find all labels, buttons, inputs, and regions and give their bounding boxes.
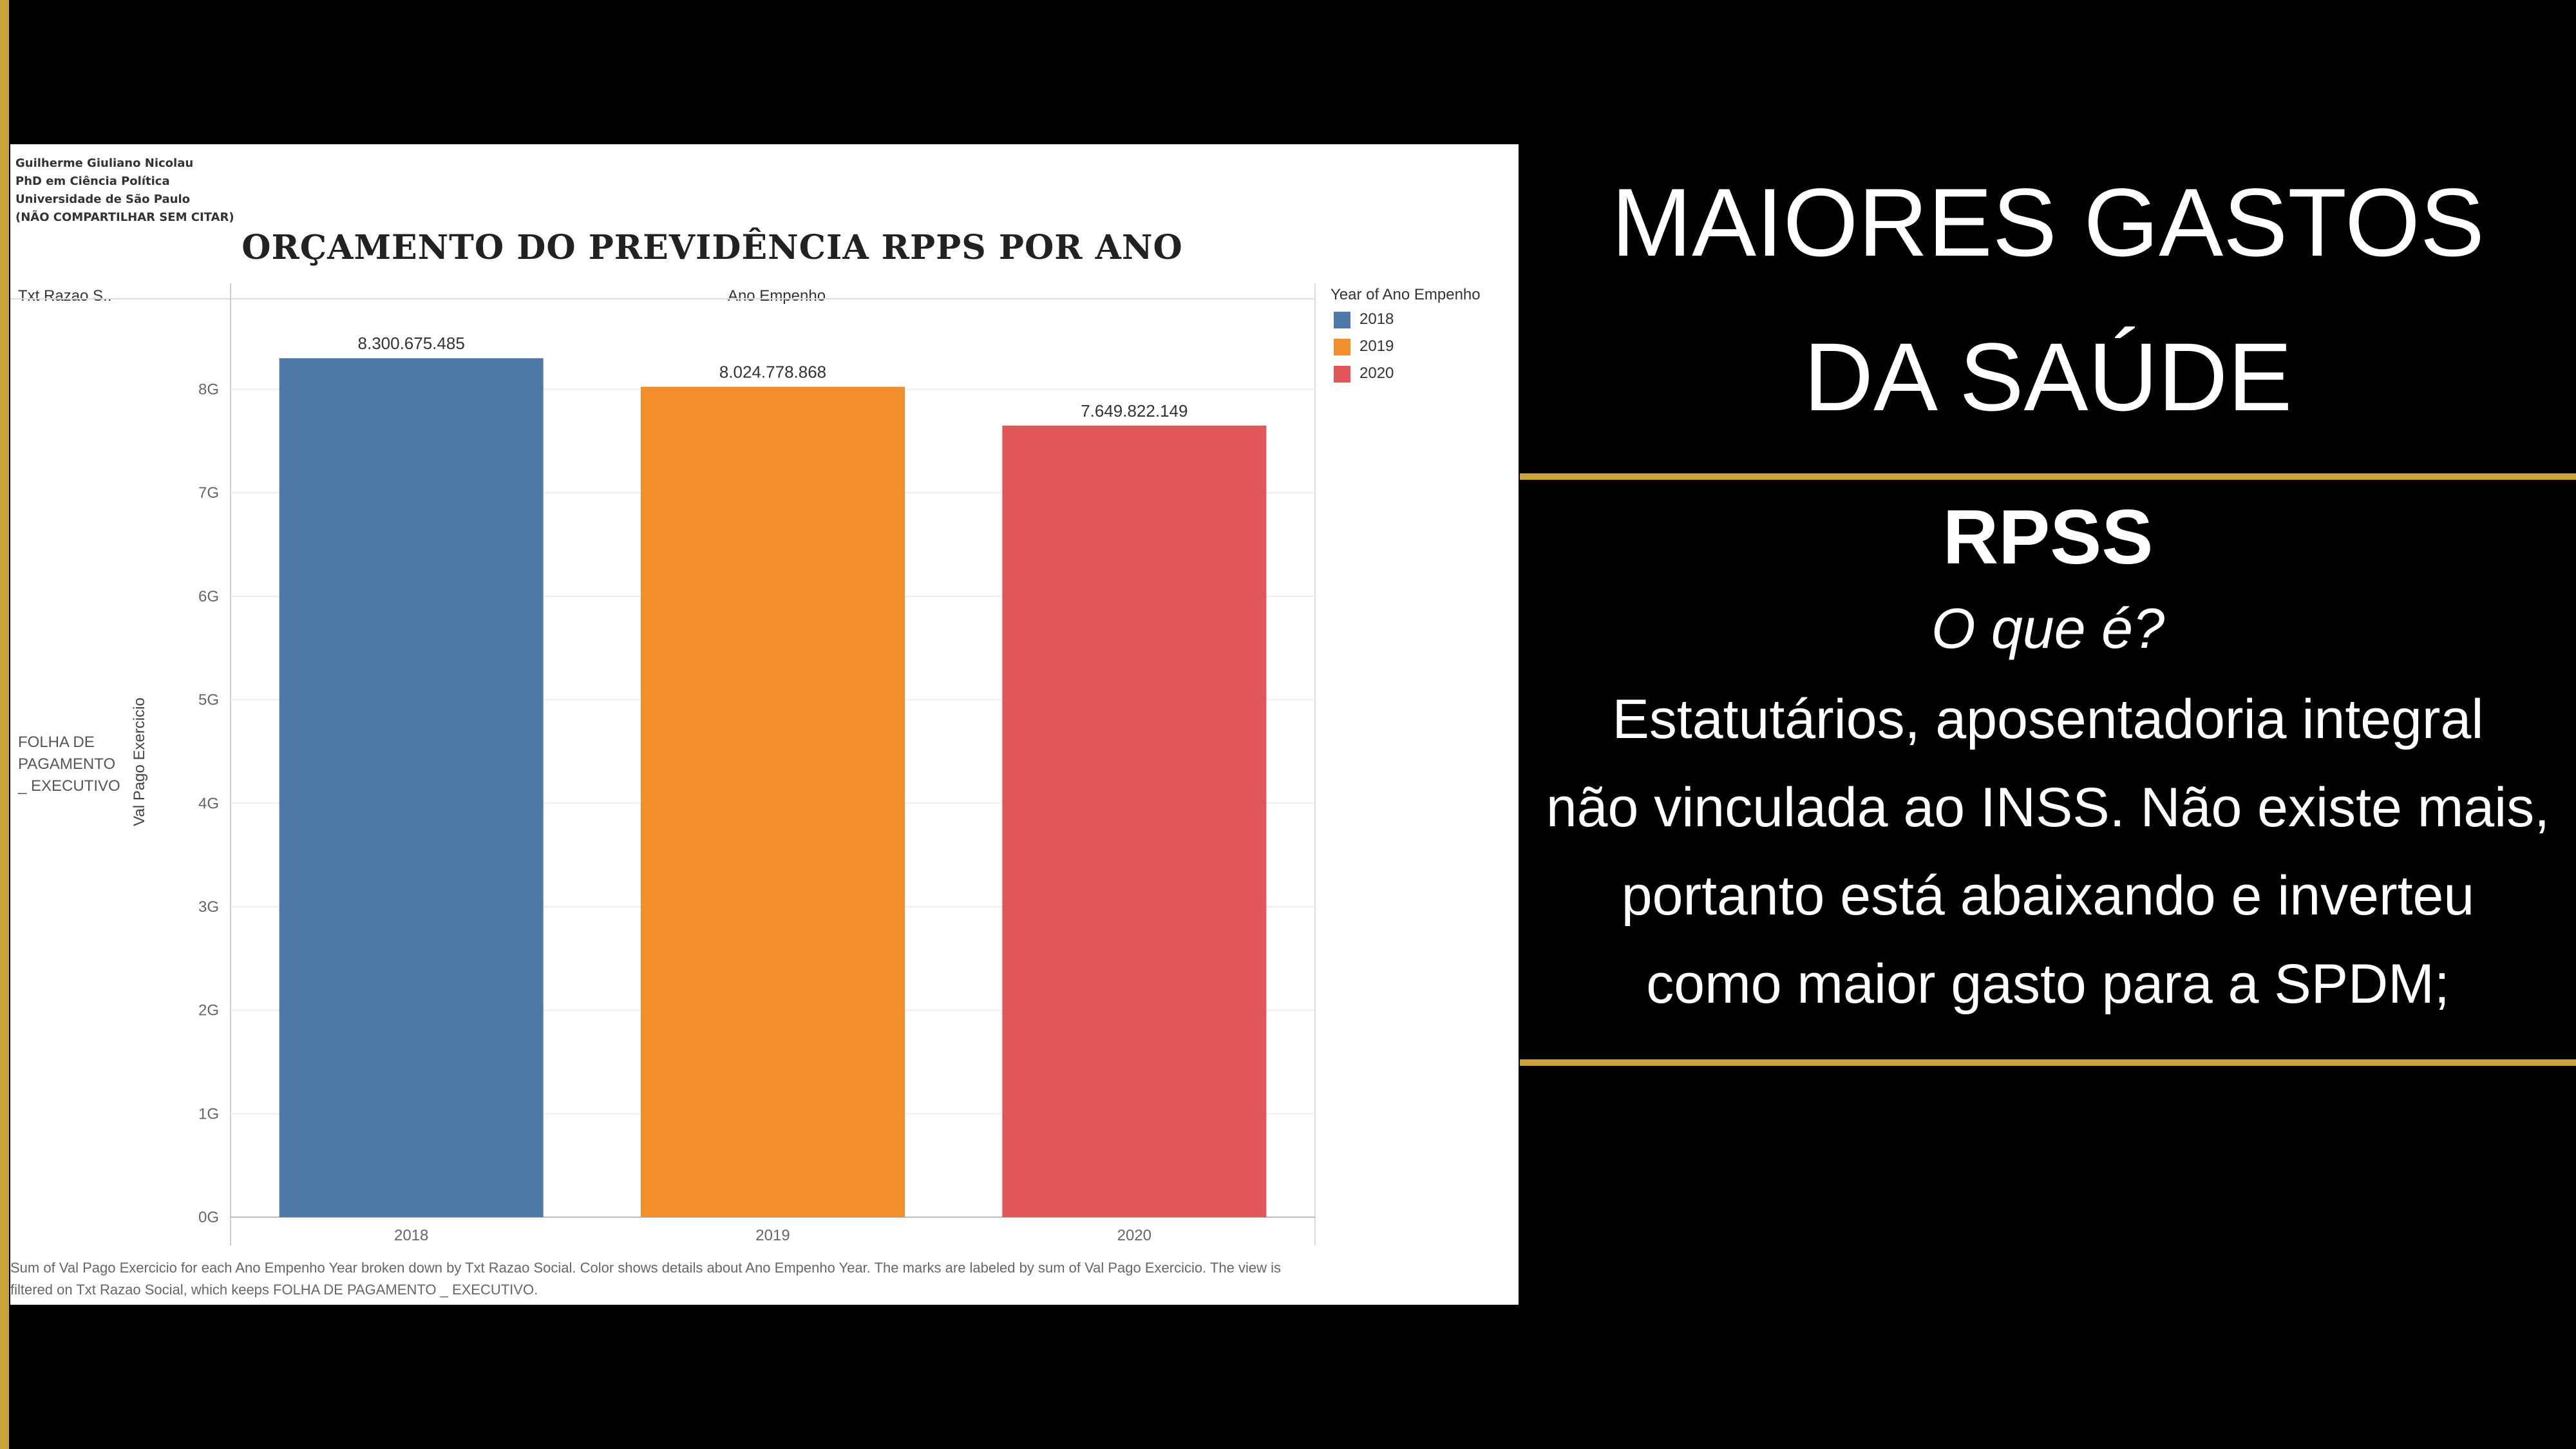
author-line: PhD em Ciência Política bbox=[15, 175, 170, 188]
y-tick-label: 7G bbox=[198, 484, 219, 502]
column-header: Txt Razao S.. bbox=[18, 287, 112, 305]
y-tick-label: 0G bbox=[198, 1209, 219, 1226]
data-label: 8.300.675.485 bbox=[358, 334, 465, 353]
row-label: FOLHA DE PAGAMENTO _ EXECUTIVO bbox=[18, 734, 120, 795]
bar-chart: 0G 1G 2G 3G 4G 5G 6G 7G 8G Val Pago Exercicio 8.30… bbox=[10, 283, 1316, 1245]
y-axis-title: Val Pago Exercicio bbox=[131, 697, 148, 826]
author-line: Universidade de São Paulo bbox=[15, 193, 191, 206]
legend-item-2019[interactable]: 2019 bbox=[1334, 337, 1394, 355]
bar-2019 bbox=[641, 386, 905, 1217]
section-heading: RPSS bbox=[1942, 494, 2154, 580]
description-line: como maior gasto para a SPDM; bbox=[1646, 953, 2450, 1015]
gold-accent-bar bbox=[0, 0, 9, 1449]
y-tick-label: 2G bbox=[198, 1002, 219, 1019]
bar-2018 bbox=[279, 358, 544, 1217]
data-label: 7.649.822.149 bbox=[1081, 401, 1188, 421]
author-line: (NÃO COMPARTILHAR SEM CITAR) bbox=[15, 211, 234, 224]
y-tick-label: 3G bbox=[198, 898, 219, 916]
x-tick-label: 2019 bbox=[755, 1227, 790, 1244]
legend-swatch bbox=[1334, 365, 1350, 383]
legend-swatch bbox=[1334, 311, 1350, 328]
bar-2020 bbox=[1002, 425, 1267, 1217]
y-tick-label: 8G bbox=[198, 381, 219, 399]
legend-item-2020[interactable]: 2020 bbox=[1334, 365, 1394, 383]
chart-footnote: Sum of Val Pago Exercicio for each Ano E… bbox=[10, 1260, 1281, 1298]
chart-screenshot-card: Guilherme Giuliano Nicolau PhD em Ciênci… bbox=[10, 144, 1519, 1305]
section-question: O que é? bbox=[1931, 596, 2165, 660]
legend-item-2018[interactable]: 2018 bbox=[1334, 310, 1394, 328]
legend-label: 2020 bbox=[1359, 365, 1394, 382]
y-tick-label: 5G bbox=[198, 692, 219, 709]
description-line: não vinculada ao INSS. Não existe mais, bbox=[1546, 777, 2550, 838]
data-label: 8.024.778.868 bbox=[719, 363, 826, 382]
author-block: Guilherme Giuliano Nicolau PhD em Ciênci… bbox=[15, 155, 234, 227]
legend-label: 2018 bbox=[1359, 310, 1394, 328]
description-line: portanto está abaixando e inverteu bbox=[1621, 865, 2475, 927]
y-tick-label: 6G bbox=[198, 588, 219, 605]
x-tick-label: 2018 bbox=[394, 1227, 428, 1244]
y-tick-label: 4G bbox=[198, 795, 219, 812]
y-tick-label: 1G bbox=[198, 1105, 219, 1122]
author-line: Guilherme Giuliano Nicolau bbox=[15, 156, 194, 170]
legend-swatch bbox=[1334, 338, 1350, 355]
slide-title-line-1: MAIORES GASTOS bbox=[1611, 168, 2485, 276]
x-tick-label: 2020 bbox=[1117, 1227, 1151, 1244]
description-line: Estatutários, aposentadoria integral bbox=[1612, 688, 2484, 750]
slide-title-line-2: DA SAÚDE bbox=[1803, 323, 2293, 431]
x-dimension-label: Ano Empenho bbox=[727, 287, 826, 305]
gold-divider-bottom bbox=[1520, 1059, 2576, 1066]
gold-divider-top bbox=[1520, 473, 2576, 480]
chart-title: ORÇAMENTO DO PREVIDÊNCIA RPPS POR ANO bbox=[242, 228, 1183, 267]
legend-label: 2019 bbox=[1359, 337, 1394, 355]
legend-title: Year of Ano Empenho bbox=[1331, 286, 1481, 303]
